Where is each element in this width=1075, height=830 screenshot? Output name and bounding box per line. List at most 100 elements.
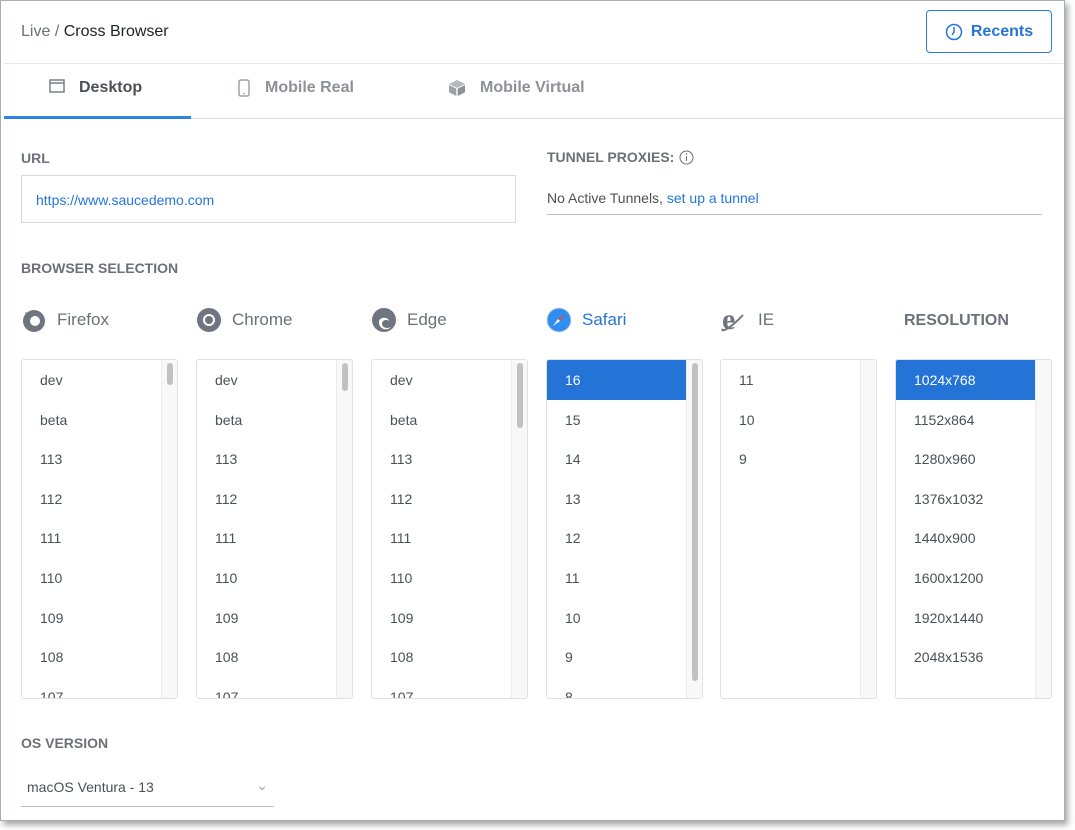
list-item[interactable]: 1024x768 bbox=[896, 360, 1037, 400]
os-version-select[interactable]: macOS Ventura - 13 ⌄ bbox=[21, 769, 274, 807]
scrollbar[interactable] bbox=[336, 360, 352, 698]
browser-selection-label: BROWSER SELECTION bbox=[21, 260, 179, 276]
tab-label: Mobile Real bbox=[265, 79, 354, 96]
list-item[interactable]: 110 bbox=[390, 569, 413, 586]
list-item[interactable]: 110 bbox=[215, 569, 238, 586]
browser-firefox[interactable]: Firefox bbox=[21, 307, 109, 333]
browser-chrome[interactable]: Chrome bbox=[196, 307, 292, 333]
setup-tunnel-link[interactable]: set up a tunnel bbox=[666, 190, 759, 206]
browser-name: Chrome bbox=[232, 310, 293, 329]
safari-version-list[interactable]: 16 15 14 13 12 11 10 9 8 bbox=[546, 359, 703, 699]
breadcrumb: Live / Cross Browser bbox=[21, 23, 169, 41]
browser-window-icon bbox=[49, 79, 65, 93]
list-item[interactable]: 108 bbox=[40, 649, 64, 666]
list-item[interactable]: 109 bbox=[390, 609, 414, 626]
list-item[interactable]: 113 bbox=[40, 451, 63, 468]
list-item[interactable]: 107 bbox=[215, 688, 239, 699]
list-item[interactable]: 8 bbox=[565, 688, 573, 699]
list-item[interactable]: 109 bbox=[215, 609, 239, 626]
list-item[interactable]: 9 bbox=[739, 451, 747, 468]
breadcrumb-live[interactable]: Live bbox=[21, 23, 51, 40]
tunnel-status: No Active Tunnels, set up a tunnel bbox=[547, 190, 1042, 215]
list-item[interactable]: 107 bbox=[40, 688, 64, 699]
list-item[interactable]: 1440x900 bbox=[914, 530, 976, 547]
recents-label: Recents bbox=[970, 22, 1034, 40]
list-item[interactable]: 10 bbox=[739, 411, 755, 428]
browser-name: Firefox bbox=[57, 310, 109, 329]
scrollbar-thumb[interactable] bbox=[692, 363, 698, 681]
list-item[interactable]: beta bbox=[390, 411, 418, 428]
scrollbar[interactable] bbox=[161, 360, 177, 698]
cube-icon bbox=[449, 80, 465, 96]
scrollbar[interactable] bbox=[686, 360, 702, 698]
scrollbar[interactable] bbox=[1035, 360, 1051, 698]
tab-desktop[interactable]: Desktop bbox=[49, 77, 142, 119]
list-item[interactable]: 9 bbox=[565, 649, 573, 666]
list-item[interactable]: 1376x1032 bbox=[914, 490, 984, 507]
scrollbar[interactable] bbox=[511, 360, 527, 698]
info-icon[interactable] bbox=[679, 150, 694, 165]
chrome-version-list[interactable]: dev beta 113 112 111 110 109 108 107 bbox=[196, 359, 353, 699]
list-item[interactable]: 15 bbox=[565, 411, 581, 428]
list-item[interactable]: dev bbox=[390, 372, 413, 388]
os-version-value: macOS Ventura - 13 bbox=[27, 779, 154, 795]
browser-ie[interactable]: e IE bbox=[720, 307, 774, 333]
list-item[interactable]: 12 bbox=[565, 530, 581, 547]
scrollbar-thumb[interactable] bbox=[167, 363, 173, 385]
breadcrumb-separator: / bbox=[54, 23, 60, 40]
tab-mobile-virtual[interactable]: Mobile Virtual bbox=[448, 77, 585, 119]
tunnel-label: TUNNEL PROXIES: bbox=[547, 149, 694, 165]
page-title: Cross Browser bbox=[63, 23, 169, 40]
tabs-divider bbox=[4, 118, 1064, 119]
firefox-version-list[interactable]: dev beta 113 112 111 110 109 108 107 bbox=[21, 359, 178, 699]
tunnel-status-text: No Active Tunnels, bbox=[547, 190, 663, 206]
list-item[interactable]: 13 bbox=[565, 490, 581, 507]
os-version-label: OS VERSION bbox=[21, 735, 109, 751]
list-item[interactable]: 11 bbox=[739, 372, 754, 388]
list-item[interactable]: 1280x960 bbox=[914, 451, 976, 468]
chrome-icon bbox=[197, 308, 221, 332]
scrollbar-thumb[interactable] bbox=[517, 363, 523, 428]
list-item[interactable]: 112 bbox=[40, 490, 63, 507]
list-item[interactable]: 11 bbox=[565, 569, 580, 586]
list-item[interactable]: 109 bbox=[40, 609, 64, 626]
recents-button[interactable]: Recents bbox=[926, 10, 1052, 53]
resolution-label: RESOLUTION bbox=[904, 312, 1009, 329]
list-item[interactable]: beta bbox=[215, 411, 243, 428]
list-item[interactable]: 10 bbox=[565, 609, 581, 626]
list-item[interactable]: 1152x864 bbox=[914, 411, 975, 428]
list-item[interactable]: dev bbox=[40, 372, 63, 388]
list-item[interactable]: 111 bbox=[40, 530, 62, 547]
list-item[interactable]: 112 bbox=[390, 490, 413, 507]
list-item[interactable]: 1920x1440 bbox=[914, 609, 984, 626]
list-item[interactable]: beta bbox=[40, 411, 68, 428]
list-item[interactable]: 1600x1200 bbox=[914, 569, 984, 586]
tab-label: Desktop bbox=[79, 79, 143, 96]
list-item[interactable]: 16 bbox=[547, 360, 688, 400]
list-item[interactable]: 110 bbox=[40, 569, 63, 586]
scrollbar[interactable] bbox=[860, 360, 876, 698]
tab-mobile-real[interactable]: Mobile Real bbox=[237, 77, 354, 119]
app-window: Live / Cross Browser Recents Desktop Mob… bbox=[0, 0, 1065, 821]
list-item[interactable]: 107 bbox=[390, 688, 414, 699]
list-item[interactable]: 113 bbox=[215, 451, 238, 468]
edge-version-list[interactable]: dev beta 113 112 111 110 109 108 107 bbox=[371, 359, 528, 699]
list-item[interactable]: 112 bbox=[215, 490, 238, 507]
ie-version-list[interactable]: 11 10 9 bbox=[720, 359, 877, 699]
list-item[interactable]: dev bbox=[215, 372, 238, 388]
resolution-version-list[interactable]: 1024x768 1152x864 1280x960 1376x1032 1440x90… bbox=[895, 359, 1052, 699]
list-item[interactable]: 14 bbox=[565, 451, 581, 468]
browser-safari[interactable]: Safari bbox=[546, 307, 626, 333]
scrollbar-thumb[interactable] bbox=[342, 363, 348, 391]
list-item[interactable]: 2048x1536 bbox=[914, 649, 984, 666]
browser-name: Edge bbox=[407, 310, 447, 329]
edge-icon bbox=[372, 308, 396, 332]
list-item[interactable]: 113 bbox=[390, 451, 413, 468]
list-item[interactable]: 111 bbox=[215, 530, 237, 547]
browser-edge[interactable]: Edge bbox=[371, 307, 447, 333]
list-item[interactable]: 111 bbox=[390, 530, 412, 547]
active-tab-indicator bbox=[4, 116, 191, 119]
list-item[interactable]: 108 bbox=[390, 649, 414, 666]
url-input[interactable]: https://www.saucedemo.com bbox=[21, 175, 516, 223]
list-item[interactable]: 108 bbox=[215, 649, 239, 666]
